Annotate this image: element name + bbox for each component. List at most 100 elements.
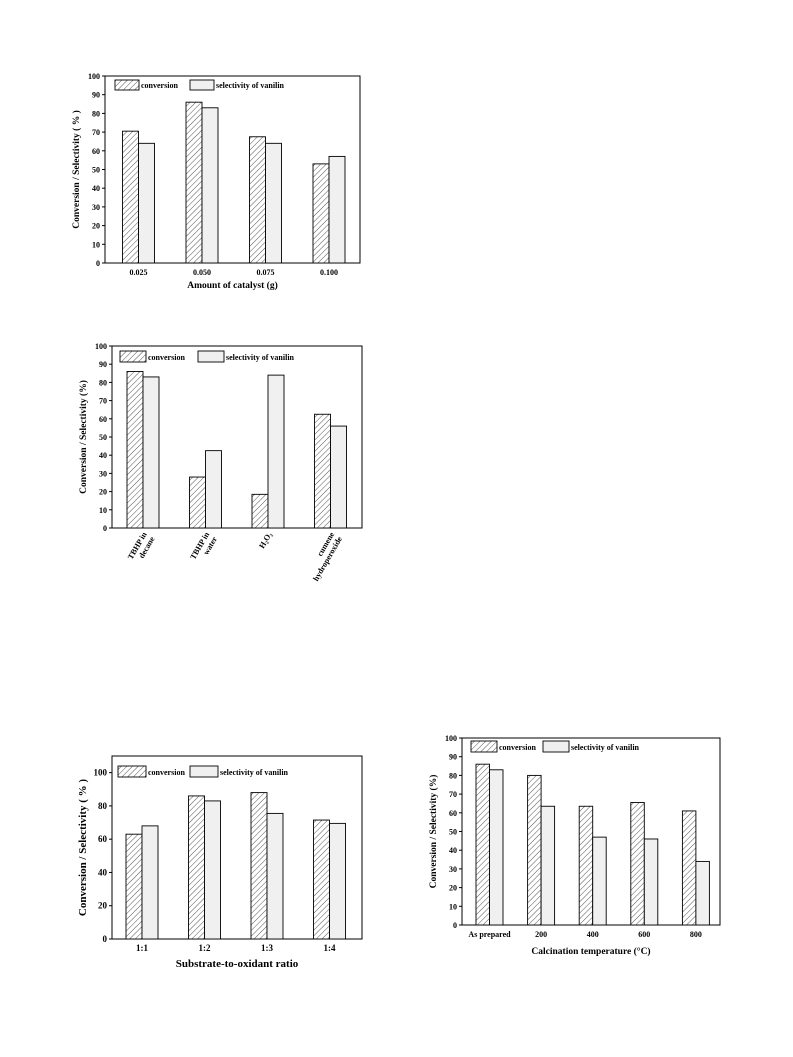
- legend-swatch: [197, 350, 225, 363]
- selectivity-bar: [695, 860, 710, 926]
- legend-label: selectivity of vanilin: [226, 353, 295, 362]
- x-tick-label: As prepared: [468, 930, 511, 939]
- x-tick-label: 1:3: [261, 943, 273, 953]
- y-tick-label: 90: [92, 91, 100, 100]
- conversion-bar: [249, 136, 266, 264]
- plot-frame: [111, 755, 363, 940]
- y-tick-label: 60: [99, 415, 107, 424]
- selectivity-bar: [266, 812, 284, 940]
- selectivity-bar: [205, 450, 222, 529]
- x-tick-label: 400: [587, 930, 599, 939]
- y-tick-label: 80: [92, 109, 100, 118]
- y-tick-label: 100: [95, 342, 107, 351]
- conversion-bar: [681, 810, 697, 926]
- x-tick-label: H₂O₂: [257, 530, 274, 550]
- legend-label: conversion: [148, 768, 185, 777]
- x-tick-label: 0.075: [257, 268, 275, 277]
- conversion-bar: [527, 774, 542, 926]
- conversion-bar: [313, 819, 330, 940]
- y-tick-label: 50: [99, 433, 107, 442]
- x-tick-label: 1:1: [136, 943, 148, 953]
- y-tick-label: 50: [92, 166, 100, 175]
- conversion-bar: [185, 101, 203, 264]
- y-tick-label: 40: [99, 451, 107, 460]
- selectivity-bar: [141, 825, 159, 940]
- selectivity-bar: [138, 142, 155, 264]
- conversion-bar: [250, 792, 268, 940]
- selectivity-bar: [592, 836, 607, 926]
- y-tick-label: 100: [445, 734, 457, 743]
- y-tick-label: 90: [99, 360, 107, 369]
- y-tick-label: 60: [449, 809, 457, 818]
- legend-swatch: [117, 765, 147, 778]
- x-tick-label: 1:4: [324, 943, 336, 953]
- y-tick-label: 30: [449, 865, 457, 874]
- x-tick-label: 200: [535, 930, 547, 939]
- legend-label: conversion: [499, 743, 536, 752]
- legend-label: selectivity of vanilin: [216, 81, 285, 90]
- selectivity-bar: [540, 805, 556, 926]
- selectivity-bar: [142, 376, 160, 529]
- y-tick-label: 40: [92, 184, 100, 193]
- y-tick-label: 20: [99, 488, 107, 497]
- x-tick-label: 0.100: [320, 268, 338, 277]
- y-tick-label: 0: [103, 934, 108, 944]
- x-tick-label: 0.050: [193, 268, 211, 277]
- conversion-bar: [475, 763, 490, 926]
- calcination-temperature-chart: 0 10 20 30 40 50 60 70 80 90 100 Conversion / Selec…: [428, 734, 721, 957]
- y-tick-label: 60: [98, 834, 108, 844]
- legend-label: conversion: [148, 353, 185, 362]
- y-tick-label: 10: [449, 902, 457, 911]
- selectivity-bar: [489, 769, 504, 926]
- y-tick-label: 10: [99, 506, 107, 515]
- legend-label: conversion: [141, 81, 178, 90]
- y-tick-label: 40: [449, 846, 457, 855]
- conversion-bar: [122, 130, 139, 264]
- x-tick-label: cumenehydroperoxide: [303, 530, 344, 583]
- conversion-bar: [314, 413, 331, 529]
- conversion-bar: [189, 476, 206, 529]
- selectivity-bar: [267, 374, 285, 529]
- selectivity-bar: [330, 425, 347, 529]
- substrate-oxidant-ratio-chart: 0 20 40 60 80 100 Conversion / Selectivity ( %…: [77, 755, 363, 970]
- selectivity-bar: [643, 838, 659, 926]
- y-tick-label: 50: [449, 828, 457, 837]
- legend-swatch: [542, 740, 570, 753]
- conversion-bar: [251, 493, 269, 529]
- legend-swatch: [189, 79, 215, 91]
- selectivity-bar: [201, 107, 219, 264]
- x-tick-label: 1:2: [199, 943, 211, 953]
- y-tick-label: 0: [453, 921, 457, 930]
- catalyst-amount-chart: 0 10 20 30 40 50 60 70 80 90 100 Conversion / Selec…: [71, 72, 361, 291]
- conversion-bar: [126, 371, 144, 529]
- y-tick-label: 80: [98, 801, 108, 811]
- legend-swatch: [119, 350, 147, 363]
- y-tick-label: 100: [94, 768, 108, 778]
- y-tick-label: 30: [99, 469, 107, 478]
- y-tick-label: 10: [92, 240, 100, 249]
- y-tick-label: 0: [96, 259, 100, 268]
- x-tick-label: 800: [690, 930, 702, 939]
- y-axis-title: Conversion / Selectivity (%): [428, 775, 439, 889]
- x-tick-label: 600: [638, 930, 650, 939]
- oxidant-type-chart: 0 10 20 30 40 50 60 70 80 90 100 Conversion / Selec…: [78, 342, 363, 583]
- y-tick-label: 20: [449, 884, 457, 893]
- selectivity-bar: [329, 822, 346, 940]
- y-tick-label: 80: [99, 378, 107, 387]
- y-tick-label: 30: [92, 203, 100, 212]
- conversion-bar: [578, 805, 594, 926]
- selectivity-bar: [204, 800, 221, 940]
- y-tick-label: 70: [92, 128, 100, 137]
- x-tick-label: TBHP indecane: [126, 530, 157, 565]
- y-tick-label: 20: [92, 222, 100, 231]
- selectivity-bar: [265, 142, 282, 264]
- x-axis-title: Calcination temperature (°C): [531, 946, 650, 957]
- x-axis-title: Substrate-to-oxidant ratio: [176, 958, 299, 970]
- y-tick-label: 40: [98, 867, 108, 877]
- legend-label: selectivity of vanilin: [571, 743, 640, 752]
- legend-swatch: [114, 79, 140, 91]
- conversion-bar: [125, 833, 143, 940]
- y-tick-label: 20: [98, 901, 108, 911]
- y-axis-title: Conversion / Selectivity ( % ): [71, 110, 82, 228]
- y-axis-title: Conversion / Selectivity ( % ): [77, 779, 89, 917]
